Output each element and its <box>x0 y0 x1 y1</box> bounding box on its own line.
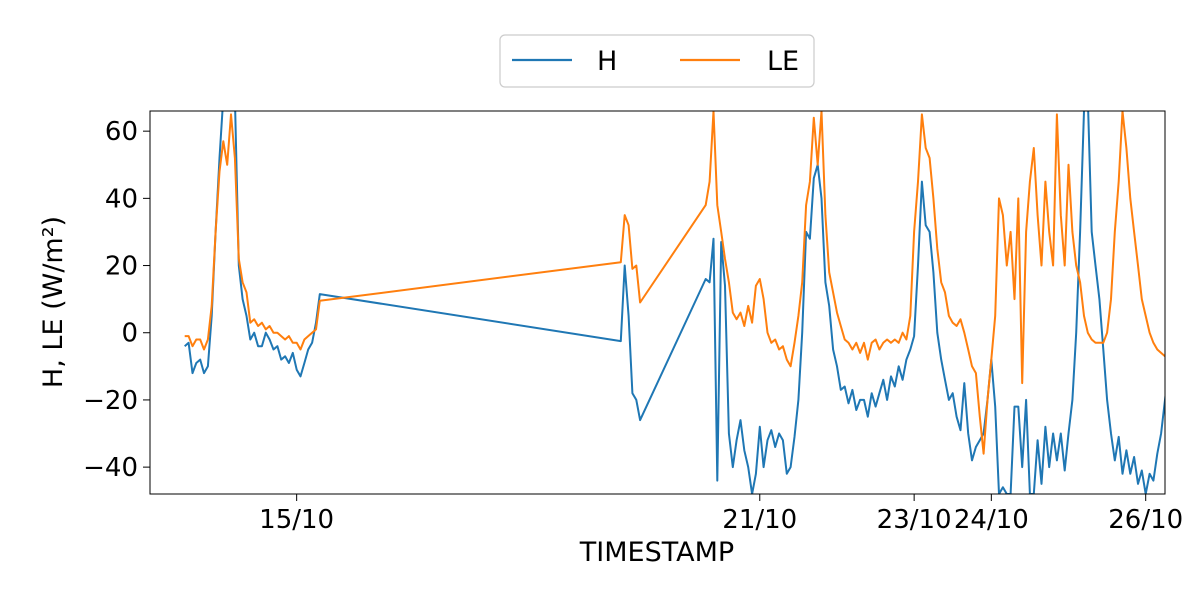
y-axis: 60 40 20 0 −20 −40 <box>83 117 150 483</box>
series-line-h <box>184 111 1165 494</box>
y-tick-label: 0 <box>121 319 138 349</box>
plot-frame <box>149 110 1166 495</box>
legend-label-le: LE <box>767 46 799 77</box>
x-tick-label: 15/10 <box>259 505 334 535</box>
y-axis-title: H, LE (W/m²) <box>38 216 69 388</box>
legend-label-h: H <box>597 46 617 77</box>
legend-box <box>499 34 815 88</box>
y-tick-label: −40 <box>83 453 138 483</box>
series-line-le <box>184 111 1165 455</box>
series-layer <box>184 111 1165 494</box>
x-tick-label: 23/10 <box>877 505 952 535</box>
y-tick-label: 40 <box>105 184 138 214</box>
legend: H LE <box>499 34 815 88</box>
y-tick-label: −20 <box>83 386 138 416</box>
x-axis-title: TIMESTAMP <box>579 537 734 568</box>
x-tick-label: 26/10 <box>1108 505 1183 535</box>
x-tick-label: 21/10 <box>722 505 797 535</box>
x-axis: 15/10 21/10 23/10 24/10 26/10 <box>259 494 1183 535</box>
x-tick-label: 24/10 <box>954 505 1029 535</box>
y-tick-label: 20 <box>105 252 138 282</box>
y-tick-label: 60 <box>105 117 138 147</box>
